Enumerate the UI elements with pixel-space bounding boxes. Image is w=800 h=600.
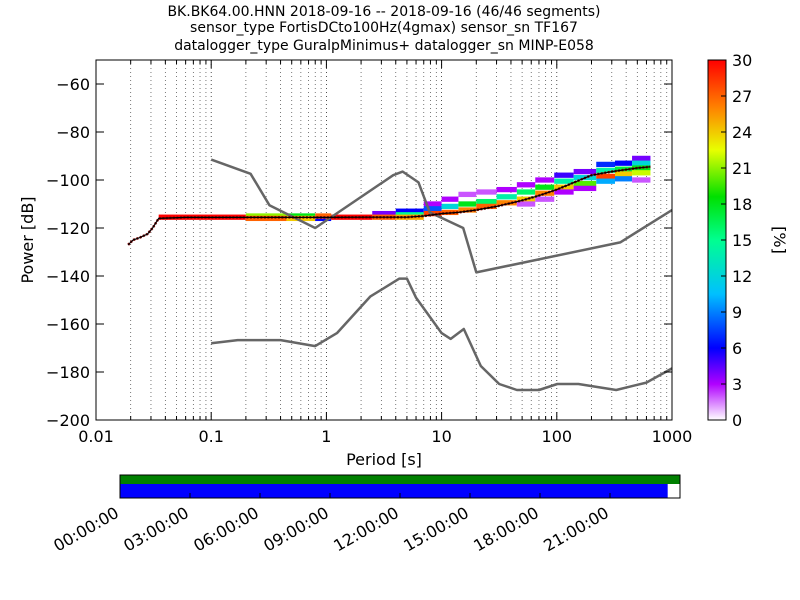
psd-cell — [516, 182, 536, 188]
colorbar-ticks: 0 3 6 9 12 15 18 21 24 27 30 — [721, 51, 752, 430]
mode-line — [127, 166, 651, 246]
psd-cell — [423, 206, 442, 212]
psd-cell — [554, 172, 574, 178]
colorbar-tick-label: 9 — [732, 303, 742, 322]
psd-cell — [476, 198, 497, 205]
time-tick-label: 06:00:00 — [190, 503, 262, 555]
psd-cell — [476, 189, 497, 195]
x-tick-label: 10 — [431, 427, 451, 446]
psd-cell — [614, 171, 633, 177]
psd-cell — [614, 166, 633, 172]
time-tick-label: 03:00:00 — [120, 503, 192, 555]
colorbar-tick-label: 3 — [732, 375, 742, 394]
nlnm-line — [211, 277, 672, 392]
y-tick-label: −80 — [56, 123, 90, 142]
psd-cell — [596, 161, 615, 168]
psd-cell — [535, 196, 555, 202]
mode-curve — [127, 165, 651, 246]
noise-models — [210, 158, 672, 392]
psd-cell — [554, 178, 574, 184]
time-tick-label: 12:00:00 — [330, 503, 402, 555]
y-tick-label: −200 — [46, 411, 90, 430]
x-tick-label: 0.01 — [78, 427, 114, 446]
psd-cell — [458, 191, 477, 198]
psd-cell — [614, 160, 633, 166]
psd-cell — [632, 155, 651, 162]
psd-cell — [554, 189, 574, 195]
psd-cell — [423, 201, 442, 207]
time-tick-label: 21:00:00 — [540, 503, 612, 555]
title-line-3: datalogger_type GuralpMinimus+ datalogge… — [174, 38, 594, 54]
x-tick-label: 1 — [321, 427, 331, 446]
psd-cell — [535, 184, 555, 190]
psd-cell — [632, 160, 651, 166]
psd-cell — [372, 210, 396, 217]
psd-cell — [516, 189, 536, 195]
psd-cell — [573, 180, 597, 187]
psd-cell — [441, 196, 459, 202]
colorbar-tick-label: 27 — [732, 87, 752, 106]
colorbar: 0 3 6 9 12 15 18 21 24 27 30 [%] — [707, 51, 789, 430]
x-axis: 0.01 0.1 1 10 100 1000 — [78, 60, 692, 446]
psd-cell — [573, 168, 597, 175]
time-data-bar — [120, 475, 680, 484]
psd-cell — [395, 208, 424, 214]
time-tick-label: 18:00:00 — [470, 503, 542, 555]
psd-cell — [476, 203, 497, 210]
plot-area: 0.01 0.1 1 10 100 1000 −200 −180 −160 −140 −120 −1… — [46, 59, 692, 446]
x-tick-label: 100 — [542, 427, 573, 446]
psd-cell — [245, 215, 287, 222]
chart-title: BK.BK64.00.HNN 2018-09-16 -- 2018-09-16 … — [167, 4, 600, 54]
psd-cell — [535, 177, 555, 183]
colorbar-tick-label: 12 — [732, 267, 752, 286]
colorbar-tick-label: 15 — [732, 231, 752, 250]
colorbar-tick-label: 30 — [732, 51, 752, 70]
y-tick-label: −100 — [46, 171, 90, 190]
colorbar-tick-label: 6 — [732, 339, 742, 358]
y-tick-label: −120 — [46, 219, 90, 238]
psd-cell — [596, 178, 615, 184]
y-tick-label: −60 — [56, 75, 90, 94]
psd-cell — [614, 176, 633, 182]
y-tick-label: −140 — [46, 267, 90, 286]
psd-cell — [458, 201, 477, 207]
colorbar-label: [%] — [770, 226, 789, 254]
psd-cell — [496, 186, 517, 193]
time-coverage-bar: 00:00:0003:00:0006:00:0009:00:0012:00:00… — [50, 474, 681, 555]
y-axis: −200 −180 −160 −140 −120 −100 −80 −60 — [46, 75, 672, 430]
colorbar-tick-label: 0 — [732, 411, 742, 430]
grid-lines — [130, 60, 668, 420]
x-tick-label: 0.1 — [198, 427, 223, 446]
time-tick-label: 09:00:00 — [260, 503, 332, 555]
y-tick-label: −180 — [46, 363, 90, 382]
psd-cell — [596, 167, 615, 174]
psd-histogram — [158, 155, 651, 222]
x-axis-label: Period [s] — [346, 450, 422, 469]
psd-cell — [496, 194, 517, 200]
y-tick-label: −160 — [46, 315, 90, 334]
title-line-2: sensor_type FortisDCto100Hz(4gmax) senso… — [190, 20, 578, 36]
time-tick-label: 15:00:00 — [400, 503, 472, 555]
plot-background — [96, 60, 672, 420]
colorbar-tick-label: 24 — [732, 123, 752, 142]
colorbar-tick-label: 21 — [732, 159, 752, 178]
psd-cell — [516, 201, 536, 207]
psd-cell — [632, 170, 651, 176]
y-axis-label: Power [dB] — [18, 196, 37, 283]
time-coverage-fill — [120, 484, 668, 498]
psd-cell — [496, 200, 517, 206]
psd-cell — [315, 213, 332, 219]
nhnm-line — [210, 158, 672, 274]
time-axis-ticks: 00:00:0003:00:0006:00:0009:00:0012:00:00… — [50, 493, 612, 555]
plot-frame — [95, 59, 673, 421]
psd-cell — [441, 203, 459, 210]
title-line-1: BK.BK64.00.HNN 2018-09-16 -- 2018-09-16 … — [167, 4, 600, 20]
psd-cell — [596, 173, 615, 180]
psd-cell — [573, 185, 597, 192]
x-tick-label: 1000 — [652, 427, 693, 446]
time-tick-label: 00:00:00 — [50, 503, 122, 555]
psd-cell — [632, 177, 651, 183]
colorbar-tick-label: 18 — [732, 195, 752, 214]
